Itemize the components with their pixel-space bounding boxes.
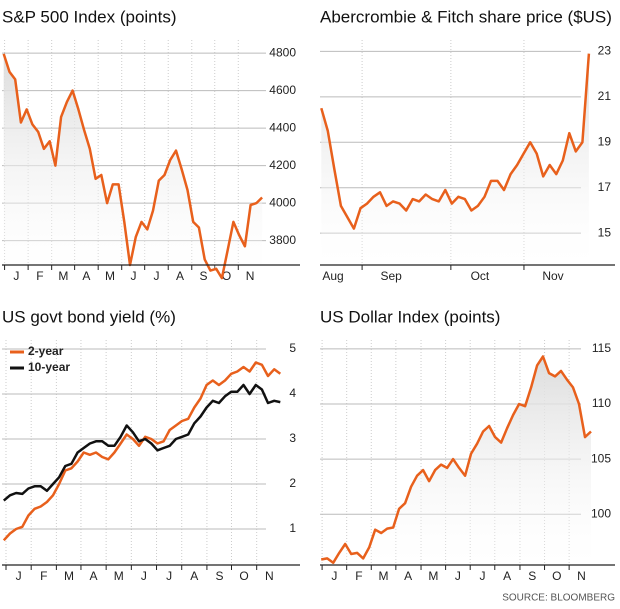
chart-title: US Dollar Index (points) [320, 307, 500, 326]
y-tick-label: 17 [598, 180, 612, 194]
x-tick-label: M [114, 569, 124, 583]
y-tick-label: 4 [289, 386, 296, 400]
x-tick-label: F [40, 569, 47, 583]
y-tick-label: 3800 [269, 233, 296, 247]
x-tick-label: O [222, 269, 231, 283]
area-fill [321, 53, 589, 265]
x-tick-label: M [58, 269, 68, 283]
area-fill [321, 356, 591, 565]
data-line [320, 355, 592, 565]
data-line [320, 53, 591, 230]
x-tick-label: J [455, 569, 461, 583]
x-tick-label: O [552, 569, 561, 583]
legend-label: 2-year [28, 344, 64, 358]
x-tick-label: F [36, 269, 43, 283]
x-tick-label: J [166, 569, 172, 583]
y-tick-label: 1 [289, 521, 296, 535]
chart-title: S&P 500 Index (points) [2, 7, 177, 26]
x-tick-label: J [479, 569, 485, 583]
y-tick-label: 2 [289, 476, 296, 490]
x-tick-label: M [428, 569, 438, 583]
area-fill [3, 53, 263, 279]
y-tick-label: 19 [598, 134, 612, 148]
y-tick-label: 115 [592, 341, 611, 355]
legend-label: 10-year [28, 360, 70, 374]
chart-title: US govt bond yield (%) [2, 307, 176, 326]
y-tick-label: 23 [598, 44, 612, 58]
y-tick-label: 105 [591, 451, 611, 465]
x-tick-label: A [90, 569, 98, 583]
x-tick-label: A [503, 569, 511, 583]
x-tick-label: S [200, 269, 208, 283]
data-line [2, 53, 263, 280]
y-tick-label: 4600 [269, 83, 296, 97]
x-tick-label: O [239, 569, 248, 583]
y-tick-label: 100 [591, 506, 611, 520]
x-tick-label: N [577, 569, 586, 583]
x-tick-label: J [153, 269, 159, 283]
y-tick-label: 15 [598, 225, 612, 239]
x-tick-label: A [82, 269, 90, 283]
x-tick-label: J [141, 569, 147, 583]
x-tick-label: Sep [380, 269, 402, 283]
y-tick-label: 3 [289, 431, 296, 445]
y-tick-label: 4400 [269, 120, 296, 134]
x-tick-label: Oct [471, 269, 490, 283]
x-tick-label: A [404, 569, 412, 583]
y-tick-label: 5 [289, 341, 296, 355]
x-tick-label: J [331, 569, 337, 583]
x-tick-label: A [176, 269, 184, 283]
x-tick-label: M [64, 569, 74, 583]
x-tick-label: Nov [542, 269, 563, 283]
y-tick-label: 4200 [269, 158, 296, 172]
chart-title: Abercrombie & Fitch share price ($US) [320, 7, 612, 26]
y-tick-label: 21 [598, 89, 612, 103]
x-tick-label: A [190, 569, 198, 583]
x-tick-label: J [13, 269, 19, 283]
y-tick-label: 110 [592, 396, 611, 410]
x-tick-label: F [355, 569, 362, 583]
y-tick-label: 4800 [269, 45, 296, 59]
x-tick-label: M [105, 269, 115, 283]
source-note: SOURCE: BLOOMBERG [502, 593, 615, 604]
x-tick-label: J [130, 269, 136, 283]
x-tick-label: S [528, 569, 536, 583]
x-tick-label: Aug [322, 269, 343, 283]
x-tick-label: M [379, 569, 389, 583]
data-line [2, 383, 281, 502]
x-tick-label: N [246, 269, 255, 283]
x-tick-label: S [216, 569, 224, 583]
x-tick-label: J [16, 569, 22, 583]
y-tick-label: 4000 [269, 195, 296, 209]
x-tick-label: N [265, 569, 274, 583]
